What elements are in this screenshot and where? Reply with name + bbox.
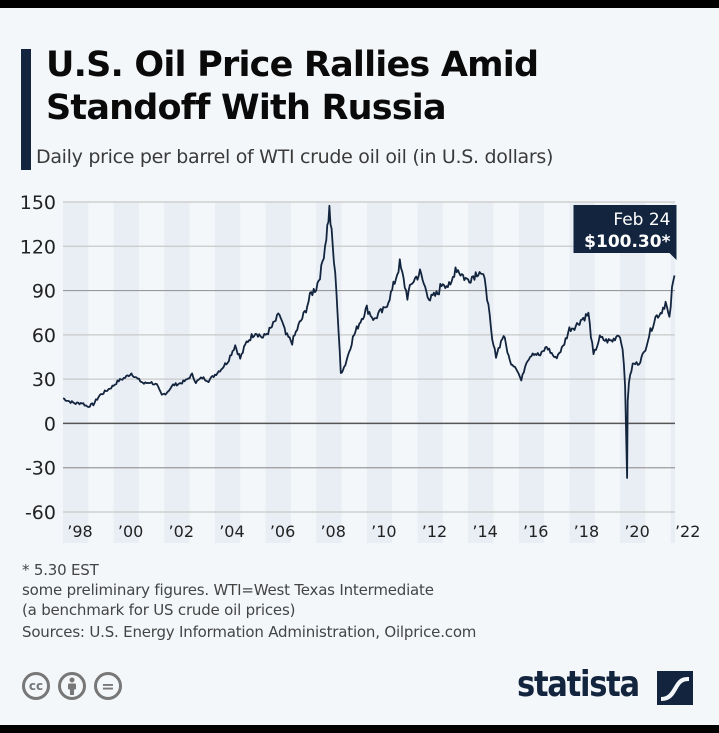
- footnote-preliminary: some preliminary figures. WTI=West Texas…: [22, 581, 434, 599]
- year-band: [113, 202, 139, 543]
- y-tick-label: 90: [32, 281, 56, 303]
- year-band: [164, 202, 190, 543]
- y-tick-label: 0: [44, 413, 56, 435]
- year-band: [468, 202, 494, 543]
- footnote-benchmark: (a benchmark for US crude oil prices): [22, 601, 296, 619]
- by-attribution-icon[interactable]: [58, 672, 86, 700]
- year-band: [316, 202, 342, 543]
- year-band: [63, 202, 89, 543]
- x-tick-label: ’12: [422, 522, 447, 541]
- footnotes: * 5.30 EST some preliminary figures. WTI…: [22, 560, 476, 642]
- x-tick-label: ’14: [472, 522, 497, 541]
- price-line: [62, 204, 676, 479]
- x-tick-label: ’00: [118, 522, 143, 541]
- license-icons[interactable]: cc =: [22, 672, 122, 700]
- person-glyph: [68, 677, 76, 695]
- statista-logo-icon: [657, 671, 693, 705]
- x-tick-label: ’18: [574, 522, 599, 541]
- y-tick-label: 30: [32, 369, 56, 391]
- y-tick-label: 120: [20, 236, 56, 258]
- x-tick-label: ’04: [219, 522, 244, 541]
- cc-icon[interactable]: cc: [22, 672, 50, 700]
- statista-brand[interactable]: statista: [517, 664, 693, 705]
- year-band: [518, 202, 545, 543]
- year-band: [366, 202, 393, 543]
- year-band: [265, 202, 291, 543]
- y-tick-label: -60: [25, 502, 56, 524]
- annotation-box: [573, 205, 677, 260]
- year-band: [214, 202, 241, 543]
- x-tick-label: ’22: [675, 522, 700, 541]
- chart-subtitle: Daily price per barrel of WTI crude oil …: [36, 146, 554, 168]
- y-tick-label: 60: [32, 325, 56, 347]
- nd-label: =: [101, 676, 115, 696]
- nd-no-derivatives-icon[interactable]: =: [94, 672, 122, 700]
- chart-title: U.S. Oil Price Rallies Amid Standoff Wit…: [46, 45, 539, 128]
- annotation-date: Feb 24: [613, 210, 670, 230]
- top-border: [0, 0, 719, 8]
- x-tick-label: ’02: [169, 522, 194, 541]
- y-tick-label: 150: [20, 192, 56, 214]
- x-tick-label: ’98: [67, 522, 92, 541]
- x-tick-label: ’06: [270, 522, 295, 541]
- x-tick-label: ’08: [320, 522, 345, 541]
- bottom-border: [0, 725, 719, 733]
- year-band: [417, 202, 443, 543]
- y-tick-label: -30: [25, 458, 56, 480]
- annotation-value: $100.30*: [584, 232, 670, 252]
- cc-label: cc: [28, 679, 44, 693]
- x-tick-label: ’16: [523, 522, 548, 541]
- sources: Sources: U.S. Energy Information Adminis…: [22, 623, 477, 641]
- x-tick-label: ’10: [371, 522, 396, 541]
- title-accent-bar: [21, 49, 31, 170]
- x-tick-label: ’20: [624, 522, 649, 541]
- line-chart: 150 120 90 60 30 0 -30 -60 ’98 ’00 ’02 ’04 ’06 ’08 ’10…: [20, 192, 700, 543]
- brand-name: statista: [517, 664, 640, 705]
- year-band: [670, 202, 675, 543]
- footnote-asterisk: * 5.30 EST: [22, 561, 99, 579]
- year-band: [569, 202, 595, 543]
